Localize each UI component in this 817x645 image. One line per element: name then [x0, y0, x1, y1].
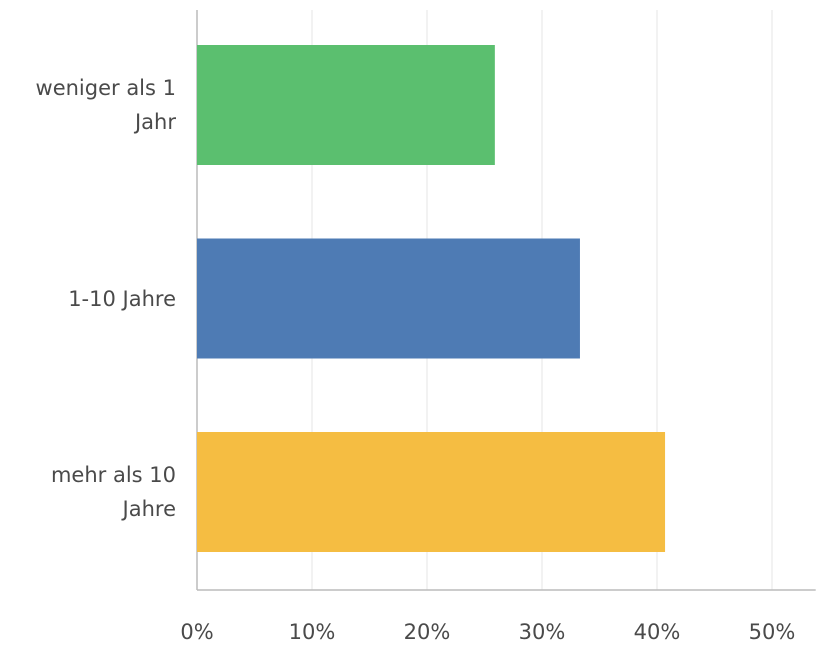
x-tick-label: 50% [749, 620, 796, 644]
x-tick-label: 20% [404, 620, 451, 644]
x-tick-label: 30% [519, 620, 566, 644]
y-tick-label: weniger als 1 Jahr [35, 76, 176, 134]
x-tick-label: 0% [180, 620, 213, 644]
bar [197, 45, 495, 165]
x-tick-label: 10% [289, 620, 336, 644]
bar [197, 432, 666, 552]
y-tick-label: mehr als 10 Jahre [50, 463, 176, 521]
x-tick-label: 40% [634, 620, 681, 644]
bar [197, 238, 580, 359]
y-tick-label: 1-10 Jahre [68, 286, 176, 311]
